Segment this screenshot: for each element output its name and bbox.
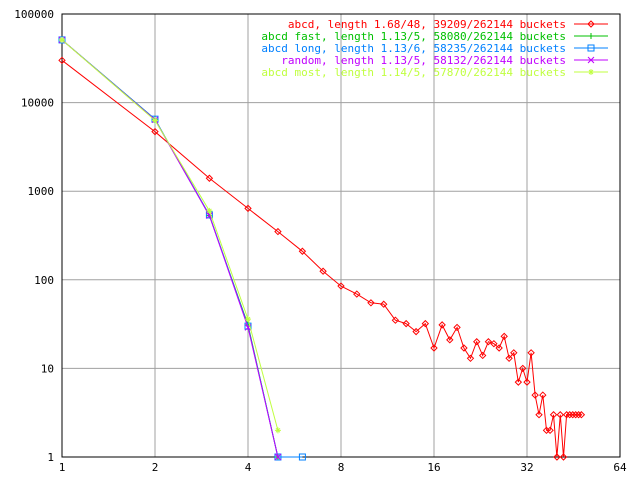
- data-point: [539, 391, 547, 399]
- x-tick-label: 64: [613, 461, 627, 474]
- data-point: [151, 127, 159, 136]
- data-point: [430, 344, 438, 352]
- data-point: [587, 44, 595, 52]
- data-point: [152, 117, 158, 124]
- data-point: [588, 33, 594, 39]
- data-point: [587, 56, 595, 64]
- data-point: [466, 354, 475, 363]
- data-point: [519, 364, 527, 373]
- data-point: [337, 282, 345, 290]
- data-point: [559, 453, 568, 461]
- legend-label: abcd fast, length 1.13/5, 58080/262144 b…: [261, 30, 566, 43]
- data-point: [460, 344, 468, 352]
- grid: [62, 14, 620, 457]
- series-1: [58, 56, 586, 461]
- series-5: [59, 36, 281, 434]
- data-point: [523, 378, 531, 386]
- data-point: [510, 349, 518, 357]
- data-point: [562, 411, 571, 419]
- data-point: [569, 411, 577, 419]
- data-point: [574, 411, 583, 419]
- legend-label: abcd, length 1.68/48, 39209/262144 bucke…: [288, 18, 566, 31]
- data-point: [353, 290, 361, 298]
- data-point: [380, 300, 388, 308]
- data-point: [206, 207, 213, 214]
- legend: abcd, length 1.68/48, 39209/262144 bucke…: [261, 18, 608, 79]
- data-point: [587, 20, 595, 28]
- y-tick-label: 10: [41, 362, 54, 375]
- y-tick-label: 1000: [28, 185, 55, 198]
- data-point: [546, 426, 554, 435]
- data-point: [495, 344, 503, 352]
- data-point: [274, 453, 282, 461]
- data-point: [59, 36, 65, 43]
- data-point: [391, 316, 400, 324]
- data-point: [367, 299, 375, 307]
- data-point: [421, 319, 430, 328]
- data-point: [531, 391, 539, 399]
- data-point: [500, 332, 508, 341]
- data-point: [527, 349, 535, 357]
- x-tick-label: 4: [245, 461, 252, 474]
- data-point: [514, 378, 523, 386]
- data-point: [556, 411, 564, 419]
- x-tick-label: 16: [427, 461, 440, 474]
- data-point: [535, 411, 543, 419]
- x-tick-label: 2: [152, 461, 159, 474]
- x-tick-label: 32: [520, 461, 533, 474]
- data-point: [473, 338, 481, 346]
- data-point: [274, 453, 282, 461]
- legend-label: random, length 1.13/5, 58132/262144 buck…: [281, 54, 566, 67]
- data-point: [478, 351, 487, 360]
- data-point: [402, 319, 410, 328]
- y-tick-label: 1: [47, 451, 54, 464]
- data-point: [553, 453, 561, 461]
- data-point: [274, 427, 281, 434]
- data-point: [245, 316, 251, 323]
- data-point: [490, 339, 498, 348]
- y-tick-label: 100000: [14, 8, 54, 21]
- y-tick-label: 10000: [21, 97, 54, 110]
- legend-label: abcd long, length 1.13/6, 58235/262144 b…: [261, 42, 566, 55]
- data-point: [566, 411, 574, 419]
- axis-ticks: 1 2 4 8 16 32 64 1 10 100 1000 10000 100000: [14, 8, 627, 474]
- data-point: [298, 247, 307, 255]
- data-point: [205, 174, 214, 182]
- data-point: [505, 354, 513, 363]
- data-point: [58, 56, 66, 65]
- series-line: [61, 59, 582, 458]
- data-point: [446, 336, 454, 344]
- data-point: [549, 411, 558, 419]
- data-point: [571, 411, 580, 419]
- data-point: [298, 453, 306, 461]
- series-layer: [58, 36, 586, 461]
- data-point: [577, 411, 586, 419]
- data-point: [484, 338, 493, 346]
- data-point: [453, 323, 461, 332]
- data-point: [319, 267, 327, 275]
- x-tick-label: 1: [59, 461, 66, 474]
- legend-label: abcd most, length 1.14/5, 57870/262144 b…: [261, 66, 566, 79]
- y-tick-label: 100: [34, 274, 54, 287]
- data-point: [588, 69, 594, 75]
- plot-frame: [61, 13, 621, 458]
- data-point: [244, 204, 252, 213]
- data-point: [274, 227, 282, 236]
- data-point: [412, 327, 420, 336]
- data-point: [438, 321, 446, 329]
- series-line: [61, 39, 279, 431]
- x-tick-label: 8: [338, 461, 345, 474]
